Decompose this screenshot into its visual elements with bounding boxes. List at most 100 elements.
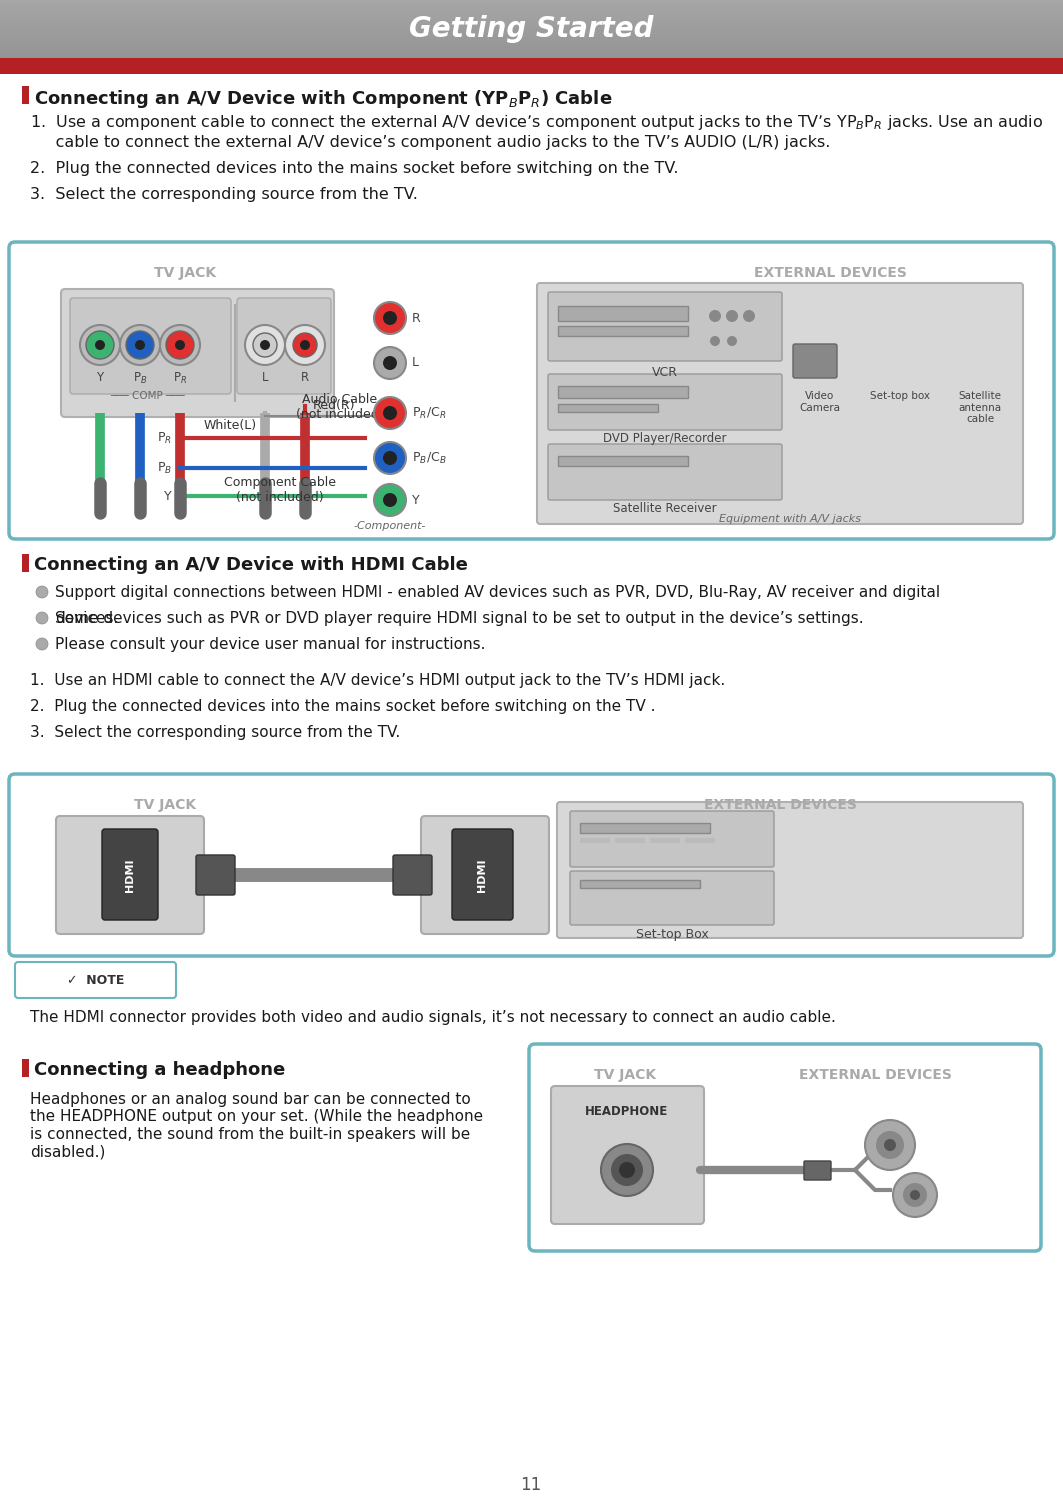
Circle shape [285,326,325,365]
Circle shape [884,1139,896,1151]
Circle shape [86,332,114,359]
Text: 1.  Use an HDMI cable to connect the A/V device’s HDMI output jack to the TV’s H: 1. Use an HDMI cable to connect the A/V … [30,672,725,687]
Circle shape [743,311,755,323]
Text: Y: Y [97,371,103,384]
Text: 2.  Plug the connected devices into the mains socket before switching on the TV : 2. Plug the connected devices into the m… [30,699,656,714]
Text: P$_B$/C$_B$: P$_B$/C$_B$ [412,450,446,465]
Bar [580,838,610,844]
Text: White(L): White(L) [204,419,257,432]
Circle shape [374,441,406,474]
Circle shape [709,311,721,323]
Text: L: L [412,357,419,369]
Text: 1.  Use a component cable to connect the external A/V device’s component output : 1. Use a component cable to connect the … [30,113,1043,132]
Bar [558,456,688,465]
Circle shape [36,585,48,597]
FancyBboxPatch shape [9,775,1054,956]
Circle shape [260,341,270,350]
Text: Please consult your device user manual for instructions.: Please consult your device user manual f… [55,636,486,651]
Circle shape [95,341,105,350]
Circle shape [710,336,720,347]
Text: Connecting an A/V Device with Component (YP$_B$P$_R$) Cable: Connecting an A/V Device with Component … [34,89,612,110]
Circle shape [253,333,277,357]
Text: Headphones or an analog sound bar can be connected to
the HEADPHONE output on yo: Headphones or an analog sound bar can be… [30,1093,483,1159]
Circle shape [374,396,406,429]
Circle shape [293,333,317,357]
Text: TV JACK: TV JACK [154,266,216,281]
Text: TV JACK: TV JACK [594,1069,656,1082]
Text: P$_R$/C$_R$: P$_R$/C$_R$ [412,405,446,420]
FancyBboxPatch shape [61,290,334,417]
Bar [0,59,1063,74]
Bar [580,823,710,833]
Text: P$_B$: P$_B$ [133,371,147,386]
FancyBboxPatch shape [570,871,774,925]
Circle shape [601,1144,653,1196]
Text: (not included): (not included) [297,408,384,420]
Bar [580,880,701,889]
Bar [558,326,688,336]
Bar [22,86,29,104]
Text: Set-top box: Set-top box [870,390,930,401]
Text: DVD Player/Recorder: DVD Player/Recorder [603,432,727,444]
Circle shape [175,341,185,350]
Text: Video
Camera: Video Camera [799,390,841,413]
Circle shape [727,336,737,347]
Text: Satellite Receiver: Satellite Receiver [613,501,716,515]
Text: EXTERNAL DEVICES: EXTERNAL DEVICES [798,1069,951,1082]
Circle shape [166,332,195,359]
FancyBboxPatch shape [421,817,549,934]
Circle shape [374,347,406,378]
Bar [22,554,29,572]
FancyBboxPatch shape [9,242,1054,539]
FancyBboxPatch shape [15,962,176,998]
Text: Red(R): Red(R) [313,399,355,413]
Circle shape [383,492,396,507]
Text: Component Cable: Component Cable [224,476,336,489]
Text: HDMI: HDMI [477,859,487,892]
Circle shape [611,1154,643,1186]
Text: The HDMI connector provides both video and audio signals, it’s not necessary to : The HDMI connector provides both video a… [30,1010,836,1025]
FancyBboxPatch shape [549,293,782,362]
Text: Set-top Box: Set-top Box [636,928,708,941]
Text: HDMI: HDMI [125,859,135,892]
FancyBboxPatch shape [549,374,782,429]
Text: Audio Cable: Audio Cable [303,393,377,405]
FancyBboxPatch shape [529,1045,1041,1250]
Text: R: R [301,371,309,384]
Bar [685,838,715,844]
Text: EXTERNAL DEVICES: EXTERNAL DEVICES [754,266,907,281]
Circle shape [619,1162,635,1178]
Text: cable to connect the external A/V device’s component audio jacks to the TV’s AUD: cable to connect the external A/V device… [30,135,830,150]
Text: R: R [412,312,421,324]
Circle shape [726,311,738,323]
Text: Connecting a headphone: Connecting a headphone [34,1061,285,1079]
Circle shape [893,1172,937,1217]
Text: 11: 11 [521,1475,542,1493]
Text: Y: Y [412,494,420,506]
Circle shape [36,612,48,624]
Text: Y: Y [165,489,172,503]
Bar [558,306,688,321]
Text: Support digital connections between HDMI - enabled AV devices such as PVR, DVD, : Support digital connections between HDMI… [55,585,940,600]
FancyBboxPatch shape [452,829,513,920]
Circle shape [383,405,396,420]
Circle shape [876,1130,904,1159]
Text: Connecting an A/V Device with HDMI Cable: Connecting an A/V Device with HDMI Cable [34,555,468,573]
Text: devices.: devices. [55,611,118,626]
Text: P$_B$: P$_B$ [157,461,172,476]
FancyBboxPatch shape [557,802,1023,938]
Text: ✓  NOTE: ✓ NOTE [67,974,124,986]
Circle shape [244,326,285,365]
Text: VCR: VCR [652,366,678,378]
Text: Getting Started: Getting Started [409,15,654,44]
Text: 3.  Select the corresponding source from the TV.: 3. Select the corresponding source from … [30,188,418,203]
FancyBboxPatch shape [237,299,331,393]
FancyBboxPatch shape [551,1087,704,1223]
FancyBboxPatch shape [537,284,1023,524]
Circle shape [374,483,406,516]
Circle shape [374,302,406,335]
FancyBboxPatch shape [549,444,782,500]
Circle shape [126,332,154,359]
FancyBboxPatch shape [56,817,204,934]
Circle shape [383,450,396,465]
